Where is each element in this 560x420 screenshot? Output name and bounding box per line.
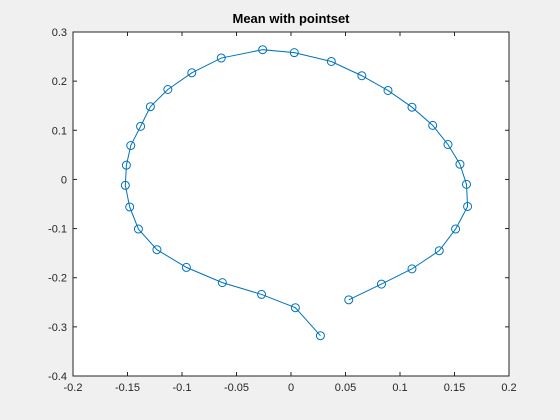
y-tick-label: 0 xyxy=(61,174,67,186)
data-point-marker xyxy=(407,102,417,112)
y-tick-label: 0.2 xyxy=(52,76,67,88)
data-point-marker xyxy=(451,224,461,234)
data-point-marker xyxy=(455,159,465,169)
data-point-marker xyxy=(463,201,473,211)
x-tick-label: 0.1 xyxy=(392,382,407,394)
y-tick-label: -0.1 xyxy=(48,224,67,236)
x-tick-label: 0.15 xyxy=(444,382,465,394)
data-point-marker xyxy=(216,53,226,63)
x-tick-label: -0.2 xyxy=(64,382,83,394)
data-point-marker xyxy=(126,141,136,151)
data-point-marker xyxy=(290,303,300,313)
axes-background xyxy=(73,32,509,376)
data-point-marker xyxy=(376,279,386,289)
x-tick-label: -0.15 xyxy=(115,382,140,394)
data-point-marker xyxy=(326,56,336,66)
data-point-marker xyxy=(428,120,438,130)
data-point-marker xyxy=(434,246,444,256)
y-tick-label: 0.3 xyxy=(52,27,67,39)
data-point-marker xyxy=(258,45,268,55)
data-point-marker xyxy=(357,71,367,81)
series-layer xyxy=(120,45,473,341)
data-point-marker xyxy=(125,202,135,212)
y-tick-label: -0.4 xyxy=(48,371,67,383)
data-point-marker xyxy=(152,245,162,255)
x-tick-label: -0.05 xyxy=(224,382,249,394)
data-point-marker xyxy=(217,278,227,288)
chart-title: Mean with pointset xyxy=(233,11,351,26)
x-tick-label: 0.2 xyxy=(501,382,516,394)
data-point-marker xyxy=(407,264,417,274)
data-point-marker xyxy=(163,85,173,94)
data-point-marker xyxy=(133,224,143,234)
tick-layer: -0.2 -0.15 -0.1 -0.05 0 0.05 0.1 0.15 0.2-0.4-0.… xyxy=(48,27,517,394)
data-point-marker xyxy=(136,121,146,131)
data-point-marker xyxy=(257,289,267,299)
data-point-marker xyxy=(443,140,453,150)
data-point-marker xyxy=(181,262,191,272)
data-point-marker xyxy=(121,160,131,170)
data-point-marker xyxy=(315,331,325,341)
y-tick-label: 0.1 xyxy=(52,125,67,137)
data-point-marker xyxy=(383,85,393,95)
data-point-marker xyxy=(120,180,130,190)
data-point-marker xyxy=(187,68,197,78)
x-tick-label: -0.1 xyxy=(173,382,192,394)
y-tick-label: -0.3 xyxy=(48,322,67,334)
data-point-marker xyxy=(344,295,354,305)
x-tick-label: 0 xyxy=(288,382,294,394)
y-tick-label: -0.2 xyxy=(48,273,67,285)
data-point-marker xyxy=(145,102,155,112)
x-tick-label: 0.05 xyxy=(335,382,356,394)
data-point-marker xyxy=(289,48,299,58)
data-point-marker xyxy=(461,179,471,189)
